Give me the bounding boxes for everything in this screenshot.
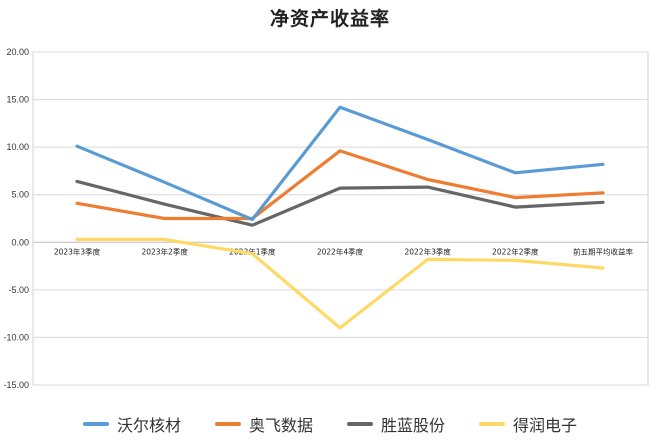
x-tick-label: 2023年3季度	[54, 246, 101, 256]
legend-swatch	[82, 422, 109, 426]
legend-item: 奥飞数据	[214, 412, 313, 436]
y-tick-label: 0.00	[11, 237, 29, 247]
chart-legend: 沃尔核材 奥飞数据 胜蓝股份 得润电子	[0, 412, 660, 436]
y-tick-label: 5.00	[11, 190, 29, 200]
legend-swatch	[479, 422, 506, 426]
legend-label: 沃尔核材	[116, 416, 181, 435]
y-tick-label: 10.00	[6, 142, 29, 152]
legend-label: 奥飞数据	[248, 416, 313, 435]
legend-item: 得润电子	[479, 412, 577, 436]
series-line	[75, 105, 605, 222]
series-line	[75, 237, 605, 330]
legend-swatch	[214, 422, 241, 426]
legend-label: 得润电子	[513, 416, 578, 435]
y-tick-label: 15.00	[6, 95, 29, 105]
x-tick-label: 2023年2季度	[141, 246, 188, 256]
x-tick-label: 2022年4季度	[317, 246, 364, 256]
plot-area	[32, 51, 649, 386]
y-tick-label: -15.00	[3, 380, 29, 390]
legend-swatch	[347, 422, 373, 426]
x-tick-label: 2022年2季度	[492, 246, 539, 256]
y-tick-label: -5.00	[8, 285, 29, 295]
legend-label: 胜蓝股份	[381, 416, 446, 435]
legend-item: 沃尔核材	[82, 412, 181, 436]
x-tick-label: 2023年1季度	[229, 246, 276, 256]
x-tick-label: 2022年3季度	[404, 246, 451, 256]
x-tick-label: 前五期平均收益率	[573, 246, 633, 256]
legend-item: 胜蓝股份	[347, 412, 445, 436]
chart-title: 净资产收益率	[269, 8, 390, 30]
y-tick-label: 20.00	[6, 47, 29, 57]
y-tick-label: -10.00	[3, 332, 29, 342]
series-line	[75, 149, 605, 221]
series-line	[75, 179, 605, 227]
